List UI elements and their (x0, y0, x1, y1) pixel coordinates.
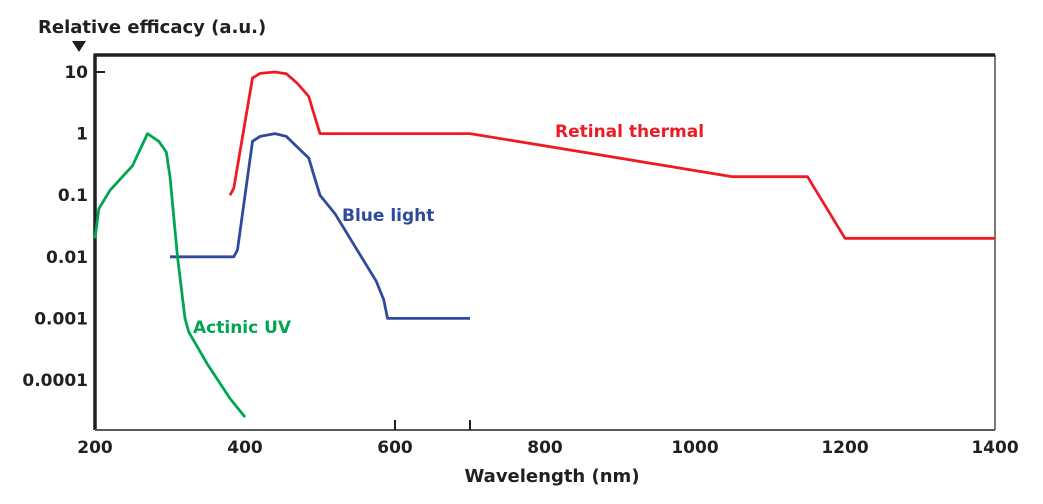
y-tick-label: 1 (76, 125, 88, 145)
x-tick-label: 1400 (971, 438, 1018, 458)
y-axis-arrow-icon (72, 41, 86, 52)
series-line-actinic-uv (93, 132, 247, 418)
y-tick-label: 0.1 (58, 186, 88, 206)
y-axis-title: Relative efficacy (a.u.) (38, 17, 266, 38)
plot-frame (93, 53, 996, 431)
x-axis-title: Wavelength (nm) (464, 466, 639, 487)
y-tick-label: 10 (64, 63, 88, 83)
x-tick-label: 800 (527, 438, 563, 458)
series-line-retinal-thermal (228, 70, 995, 240)
series-label-blue-light: Blue light (342, 206, 434, 226)
x-tick-label: 1000 (671, 438, 718, 458)
series-line-blue-light (170, 132, 470, 320)
x-tick-label: 400 (227, 438, 263, 458)
series-lines (93, 70, 995, 418)
y-tick-label: 0.0001 (22, 371, 88, 391)
x-axis-ticks: 200 400 600 800 1000 1200 1400 (77, 420, 1019, 458)
x-tick-label: 200 (77, 438, 113, 458)
x-tick-label: 600 (377, 438, 413, 458)
y-tick-label: 0.001 (34, 309, 88, 329)
x-tick-label: 1200 (821, 438, 868, 458)
y-axis-ticks: 10 1 0.1 0.01 0.001 0.0001 (22, 63, 105, 391)
y-tick-label: 0.01 (46, 248, 88, 268)
series-label-actinic-uv: Actinic UV (193, 318, 292, 338)
series-labels: Retinal thermal Blue light Actinic UV (193, 122, 704, 338)
series-label-retinal-thermal: Retinal thermal (555, 122, 704, 142)
